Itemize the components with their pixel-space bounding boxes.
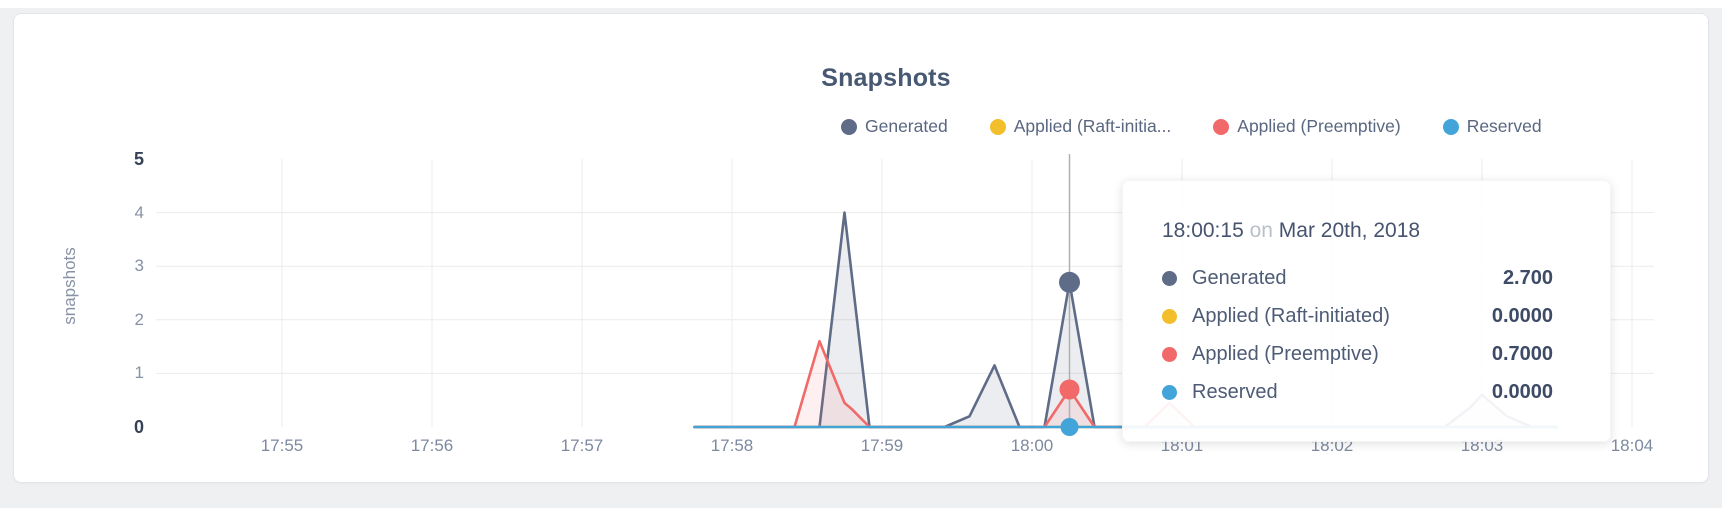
- legend-marker-icon: [1442, 118, 1459, 135]
- tooltip-row-generated: Generated 2.700: [1162, 259, 1553, 297]
- x-tick-17-56: 17:56: [410, 436, 454, 455]
- y-tick-5: 5: [133, 149, 144, 169]
- legend-item-applied-raft-initia[interactable]: Applied (Raft-initia...: [989, 116, 1172, 137]
- legend-marker-icon: [989, 118, 1006, 135]
- legend-item-label: Applied (Raft-initia...: [1013, 116, 1172, 136]
- legend-item-label: Reserved: [1466, 116, 1542, 136]
- legend-marker-icon: [841, 118, 857, 135]
- tooltip: 18:00:15 on Mar 20th, 2018 Generated 2.70…: [1122, 180, 1611, 442]
- x-tick-17-57: 17:57: [560, 436, 604, 455]
- tooltip-series-value: 0.0000: [1491, 304, 1553, 327]
- tooltip-rows: Generated 2.700 Applied (Raft-initiated) 0.…: [1162, 259, 1553, 411]
- chart-title: Snapshots: [821, 64, 951, 92]
- tooltip-series-name: Applied (Raft-initiated): [1192, 304, 1390, 327]
- y-tick-1: 1: [134, 363, 144, 383]
- hover-marker-reserved: [1060, 418, 1079, 436]
- x-tick-17-55: 17:55: [260, 436, 304, 455]
- x-tick-18-00: 18:00: [1010, 436, 1054, 455]
- legend: Generated Applied (Raft-initia... Applied …: [841, 116, 1542, 137]
- x-tick-17-59: 17:59: [860, 436, 904, 455]
- tooltip-series-name: Applied (Preemptive): [1192, 342, 1379, 365]
- tooltip-series-name: Reserved: [1192, 380, 1278, 403]
- x-tick-17-58: 17:58: [710, 436, 754, 455]
- tooltip-series-value: 0.0000: [1491, 380, 1553, 403]
- tooltip-row-applied-raft-initiated: Applied (Raft-initiated) 0.0000: [1162, 297, 1553, 335]
- legend-item-label: Generated: [865, 116, 948, 136]
- legend-marker-icon: [1213, 118, 1230, 135]
- y-tick-4: 4: [134, 202, 144, 222]
- tooltip-series-name: Generated: [1192, 266, 1287, 289]
- y-tick-0: 0: [133, 417, 144, 437]
- tooltip-row-applied-preemptive: Applied (Preemptive) 0.7000: [1162, 335, 1553, 373]
- x-tick-18-04: 18:04: [1610, 436, 1654, 455]
- hover-marker-applied-preemptive: [1059, 379, 1080, 400]
- tooltip-marker-icon: [1162, 384, 1177, 400]
- legend-item-reserved[interactable]: Reserved: [1442, 116, 1542, 137]
- tooltip-header: 18:00:15 on Mar 20th, 2018: [1162, 217, 1553, 245]
- y-tick-3: 3: [134, 256, 144, 276]
- tooltip-series-value: 2.700: [1502, 266, 1553, 289]
- tooltip-marker-icon: [1162, 308, 1177, 324]
- tooltip-row-reserved: Reserved 0.0000: [1162, 373, 1553, 411]
- tooltip-connector: on: [1249, 219, 1273, 242]
- chart-card: Snapshots Generated Applied (Raft-initia.…: [13, 13, 1709, 483]
- hover-marker-generated: [1059, 271, 1080, 293]
- y-tick-2: 2: [134, 309, 144, 329]
- tooltip-time: 18:00:15: [1162, 219, 1244, 242]
- tooltip-marker-icon: [1162, 270, 1177, 286]
- tooltip-date: Mar 20th, 2018: [1278, 219, 1421, 242]
- top-strip: [0, 0, 1722, 8]
- legend-item-generated[interactable]: Generated: [841, 116, 948, 137]
- legend-item-applied-preemptive[interactable]: Applied (Preemptive): [1213, 116, 1401, 137]
- tooltip-marker-icon: [1162, 346, 1177, 362]
- tooltip-series-value: 0.7000: [1491, 342, 1553, 365]
- legend-item-label: Applied (Preemptive): [1237, 116, 1401, 136]
